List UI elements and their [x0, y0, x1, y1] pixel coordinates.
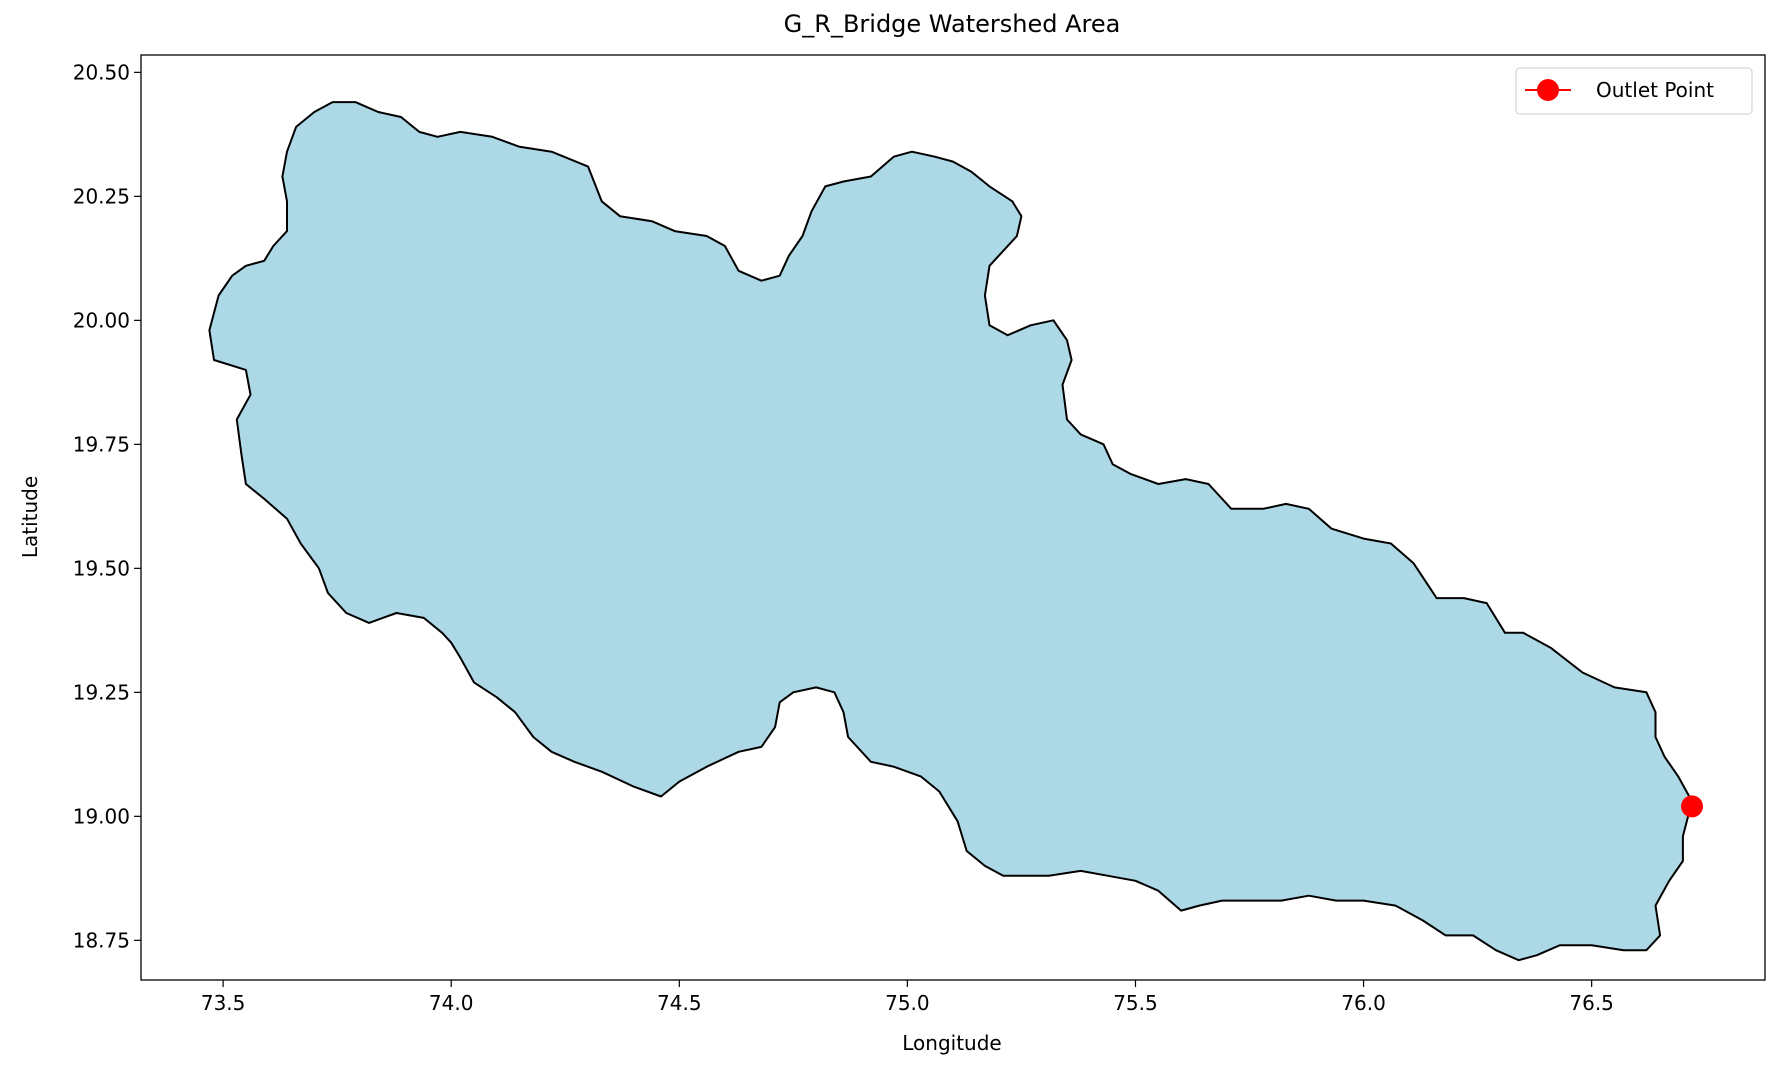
x-tick-label: 74.0 [429, 991, 474, 1015]
y-tick-label: 20.25 [73, 184, 130, 208]
y-tick-label: 19.25 [73, 680, 130, 704]
y-tick-label: 20.50 [73, 60, 130, 84]
outlet-point-marker [1681, 795, 1704, 818]
legend-marker [1537, 79, 1559, 101]
x-axis-ticks: 73.5 74.0 74.5 75.0 75.5 76.0 76.5 [201, 980, 1614, 1015]
y-tick-label: 19.50 [73, 556, 130, 580]
y-axis-ticks: 18.75 19.00 19.25 19.50 19.75 20.00 20.25 20.50 [73, 60, 141, 952]
x-tick-label: 73.5 [201, 991, 246, 1015]
watershed-polygon [208, 101, 1693, 962]
x-tick-label: 75.5 [1113, 991, 1158, 1015]
y-tick-label: 19.00 [73, 804, 130, 828]
y-axis-label: Latitude [18, 476, 42, 558]
axes-frame [140, 54, 1766, 981]
x-tick-label: 74.5 [657, 991, 702, 1015]
x-tick-label: 76.5 [1569, 991, 1614, 1015]
legend-box [1515, 67, 1753, 115]
map-layer [208, 101, 1704, 962]
x-axis-label: Longitude [902, 1031, 1001, 1055]
chart-title: G_R_Bridge Watershed Area [784, 10, 1121, 38]
legend-label-outlet-point: Outlet Point [1596, 78, 1714, 102]
y-tick-label: 20.00 [73, 308, 130, 332]
y-tick-label: 18.75 [73, 928, 130, 952]
x-tick-label: 76.0 [1341, 991, 1386, 1015]
y-tick-label: 19.75 [73, 432, 130, 456]
x-tick-label: 75.0 [885, 991, 930, 1015]
legend: Outlet Point [1515, 67, 1753, 115]
